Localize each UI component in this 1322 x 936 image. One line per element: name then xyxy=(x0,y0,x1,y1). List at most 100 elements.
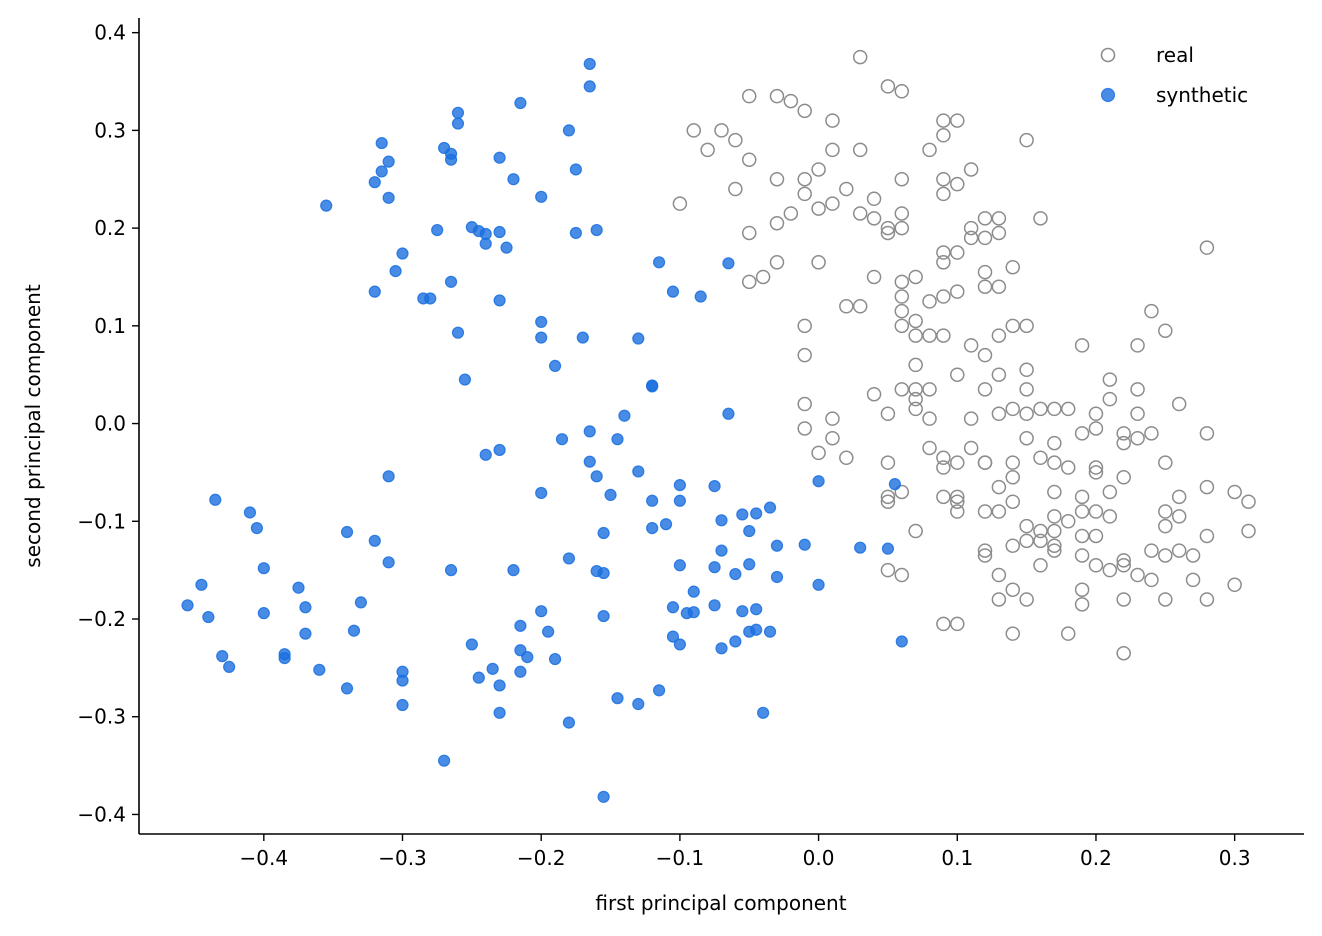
real-point xyxy=(950,245,965,260)
synthetic-point xyxy=(382,155,395,168)
real-point xyxy=(1047,484,1062,500)
real-point xyxy=(880,489,896,505)
synthetic-point xyxy=(673,638,686,651)
real-point xyxy=(977,279,993,294)
synthetic-point xyxy=(209,493,222,506)
real-point xyxy=(741,274,757,290)
synthetic-point xyxy=(798,538,811,551)
synthetic-point xyxy=(583,80,596,93)
synthetic-point xyxy=(424,292,437,305)
synthetic-point xyxy=(444,153,458,166)
real-point xyxy=(1005,318,1020,334)
real-point xyxy=(991,225,1007,241)
synthetic-point xyxy=(646,380,659,393)
real-point xyxy=(1019,406,1034,422)
real-point xyxy=(977,455,993,470)
synthetic-point xyxy=(535,190,548,203)
real-point xyxy=(769,215,785,231)
series-synthetic xyxy=(181,57,908,803)
real-point xyxy=(963,162,979,177)
synthetic-point xyxy=(472,671,485,684)
series-real xyxy=(672,49,1256,661)
x-tick-label: −0.4 xyxy=(240,846,289,870)
real-point xyxy=(1005,455,1020,470)
real-point xyxy=(1088,460,1104,475)
synthetic-point xyxy=(382,191,395,204)
real-point xyxy=(1005,538,1020,553)
real-point xyxy=(1116,553,1131,568)
real-point xyxy=(950,494,965,509)
real-point xyxy=(1116,426,1131,441)
real-point xyxy=(1088,406,1104,422)
real-point xyxy=(866,269,882,285)
synthetic-point xyxy=(854,541,867,554)
synthetic-point xyxy=(479,448,492,461)
real-point xyxy=(894,274,910,290)
real-point xyxy=(1144,303,1159,319)
synthetic-point xyxy=(666,285,680,298)
x-tick-label: 0.3 xyxy=(1219,846,1251,870)
real-point xyxy=(963,338,979,353)
real-point xyxy=(852,49,868,65)
real-point xyxy=(950,455,965,470)
real-point xyxy=(797,186,812,202)
real-point xyxy=(880,406,896,422)
real-point xyxy=(1005,626,1020,641)
real-point xyxy=(1171,509,1187,524)
real-point xyxy=(1144,543,1159,558)
real-point xyxy=(1158,548,1173,563)
real-point xyxy=(936,245,951,260)
real-point xyxy=(936,186,951,202)
real-point xyxy=(1130,430,1145,446)
real-point xyxy=(880,79,896,94)
legend-marker-synthetic xyxy=(1100,87,1116,103)
legend: real synthetic xyxy=(1100,43,1248,107)
x-tick-label: −0.3 xyxy=(378,846,427,870)
real-point xyxy=(977,264,993,280)
synthetic-point xyxy=(757,706,770,719)
real-point xyxy=(825,411,840,426)
real-point xyxy=(1241,494,1256,509)
synthetic-point xyxy=(604,488,617,501)
real-point xyxy=(797,318,812,334)
synthetic-point xyxy=(750,507,763,520)
real-point xyxy=(908,401,923,417)
synthetic-point xyxy=(583,455,596,468)
real-point xyxy=(894,171,910,187)
synthetic-point xyxy=(250,522,263,535)
real-point xyxy=(880,220,896,236)
y-tick-label: −0.4 xyxy=(77,802,126,826)
y-tick-label: −0.1 xyxy=(77,509,126,533)
synthetic-point xyxy=(597,566,610,580)
synthetic-point xyxy=(535,331,548,344)
synthetic-point xyxy=(216,650,229,663)
real-point xyxy=(894,289,910,304)
real-point xyxy=(797,171,812,187)
real-point xyxy=(1033,523,1048,539)
synthetic-point xyxy=(493,706,506,719)
synthetic-point xyxy=(354,596,368,609)
real-point xyxy=(894,484,910,500)
synthetic-point xyxy=(597,526,610,540)
synthetic-point xyxy=(729,635,742,648)
real-point xyxy=(797,103,812,119)
real-point xyxy=(922,294,937,309)
real-point xyxy=(950,284,965,299)
real-point xyxy=(755,269,771,285)
x-tick-label: 0.1 xyxy=(941,846,973,870)
synthetic-point xyxy=(382,470,395,483)
synthetic-point xyxy=(687,585,700,598)
real-point xyxy=(1227,484,1242,500)
real-point xyxy=(714,123,729,138)
synthetic-point xyxy=(715,642,728,655)
synthetic-point xyxy=(555,433,569,446)
synthetic-point xyxy=(500,241,513,254)
real-point xyxy=(894,303,910,319)
real-point xyxy=(908,269,923,285)
synthetic-point xyxy=(438,754,451,767)
synthetic-point xyxy=(687,606,700,619)
real-point xyxy=(1116,470,1131,485)
x-tick-label: 0.2 xyxy=(1080,846,1112,870)
synthetic-point xyxy=(368,285,381,298)
real-point xyxy=(963,220,979,236)
